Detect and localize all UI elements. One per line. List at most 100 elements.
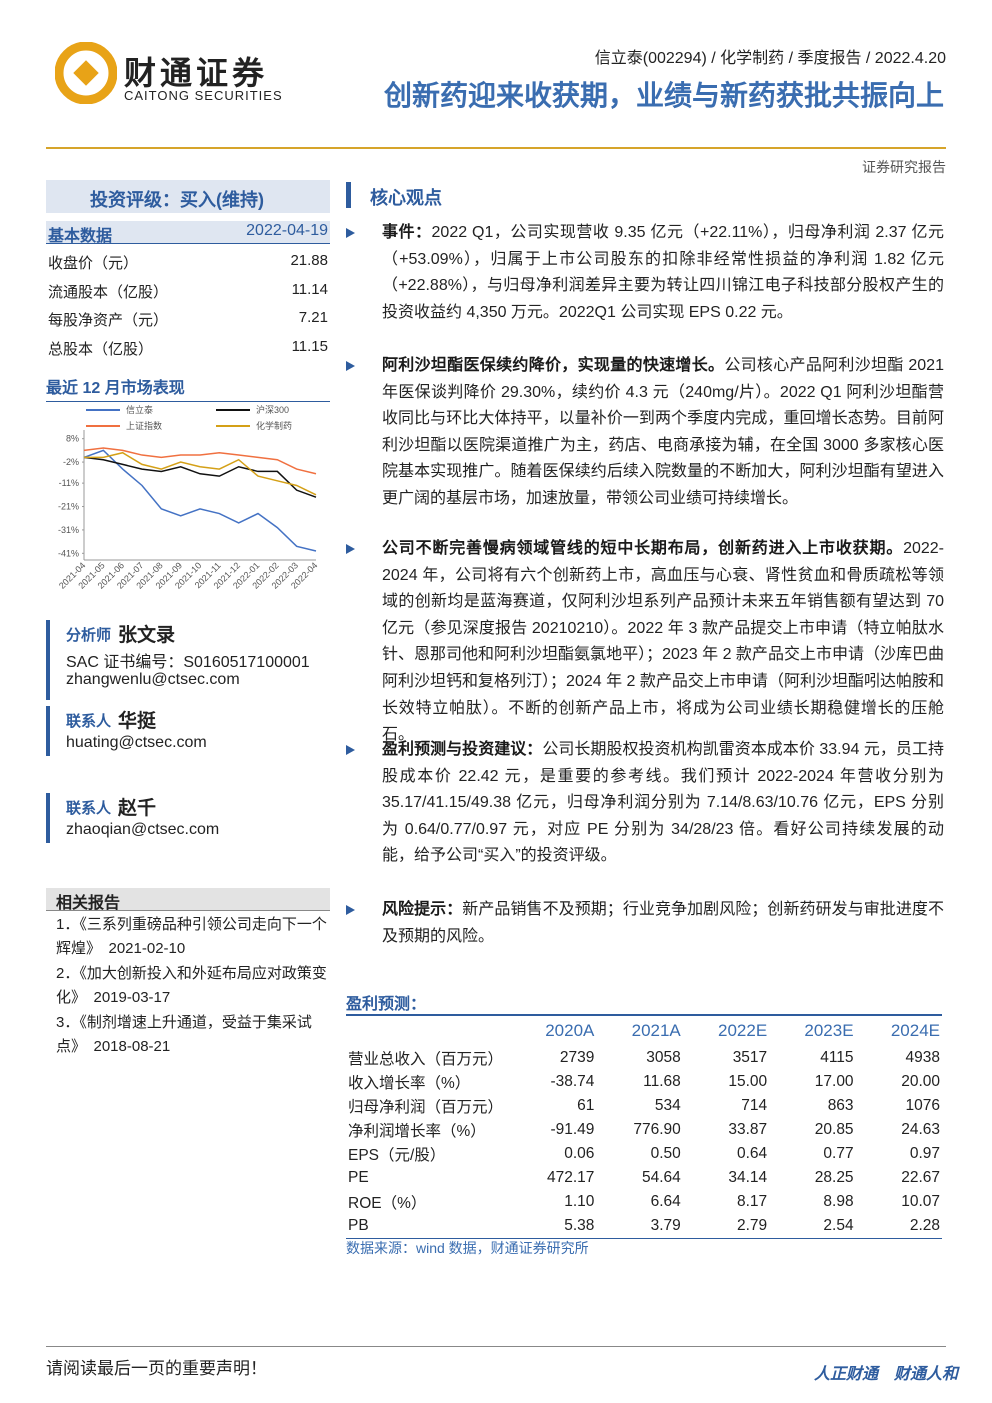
table-header: 2020A 2021A 2022E 2023E 2024E [346, 1015, 942, 1046]
cell: 5.38 [564, 1217, 595, 1234]
contact-bar [46, 793, 50, 843]
header-cell [346, 1015, 510, 1046]
cell: 2.28 [909, 1217, 940, 1234]
cell: 0.97 [909, 1145, 940, 1162]
breadcrumb: 信立泰(002294) / 化学制药 / 季度报告 / 2022.4.20 [594, 50, 946, 67]
basic-label: 每股净资产（元） [48, 312, 169, 329]
y-tick-label: -11% [59, 478, 79, 488]
cell: 1076 [905, 1097, 940, 1114]
cell: 1.10 [564, 1193, 595, 1210]
point-text: 2022-2024 年，公司将有六个创新药上市，高血压与心衰、肾性贫血和骨质疏松… [382, 540, 944, 744]
cell: 534 [654, 1097, 681, 1114]
column-header: 2023E [804, 1021, 854, 1040]
cell: 8.98 [823, 1193, 854, 1210]
cell: 2.79 [737, 1217, 768, 1234]
cell: 28.25 [814, 1169, 854, 1186]
header-rule [46, 147, 946, 149]
table-row: PE 472.17 54.64 34.14 28.25 22.67 [346, 1166, 942, 1190]
cell: 22.67 [901, 1169, 940, 1186]
logo-cn: 财通证券 [124, 55, 269, 91]
cell: 3058 [646, 1049, 681, 1066]
cell: 472.17 [546, 1169, 595, 1186]
cell: 11.68 [643, 1073, 681, 1090]
logo-icon [55, 42, 117, 104]
footer-left: 请阅读最后一页的重要声明！ [46, 1359, 267, 1378]
point: 阿利沙坦酯医保续约降价，实现量的快速增长。公司核心产品阿利沙坦酯 2021 年医… [382, 353, 944, 513]
point-text: 新产品销售不及预期；行业竞争加剧风险；创新药研发与审批进度不及预期的风险。 [382, 901, 944, 945]
point: 公司不断完善慢病领域管线的短中长期布局，创新药进入上市收获期。2022-2024… [382, 536, 944, 749]
table-row: ROE（%） 1.10 6.64 8.17 8.98 10.07 [346, 1190, 942, 1214]
cell: 33.87 [728, 1121, 768, 1138]
row-label: PB [348, 1217, 369, 1234]
cell: -91.49 [550, 1121, 595, 1138]
cell: 4938 [905, 1049, 940, 1066]
point: 事件：2022 Q1，公司实现营收 9.35 亿元（+22.11%），归母净利润… [382, 220, 944, 326]
cell: 17.00 [814, 1073, 854, 1090]
cell: 20.85 [814, 1121, 854, 1138]
y-tick-label: -2% [63, 457, 79, 467]
row-label: 净利润增长率（%） [348, 1123, 486, 1140]
basic-value: 11.15 [291, 337, 328, 355]
y-tick-label: 8% [66, 434, 79, 444]
series-line [84, 451, 317, 496]
basic-row: 收盘价（元） 21.88 [48, 252, 330, 273]
cell: 61 [577, 1097, 595, 1114]
report-title: 创新药迎来收获期，业绩与新药获批共振向上 [383, 80, 944, 111]
cell: 714 [741, 1097, 768, 1114]
cell: 2.54 [823, 1217, 854, 1234]
legend-label: 沪深300 [256, 404, 289, 415]
basic-date: 2022-04-19 [246, 222, 328, 239]
contact-role: 分析师 [66, 627, 112, 644]
market-chart: 8%-2%-11%-21%-31%-41%2021-042021-052021-… [57, 404, 319, 591]
cell: 0.77 [823, 1145, 854, 1162]
basic-label: 流通股本（亿股） [48, 283, 169, 301]
cell: 15.00 [728, 1073, 768, 1090]
point-lead: 阿利沙坦酯医保续约降价，实现量的快速增长。 [382, 357, 725, 374]
legend-label: 信立泰 [126, 404, 153, 415]
row-label: 营业总收入（百万元） [348, 1051, 504, 1068]
column-header: 2020A [545, 1021, 595, 1040]
cell: 776.90 [633, 1121, 681, 1138]
rating-box [46, 180, 330, 213]
cell: 3517 [732, 1049, 768, 1066]
contact-name: 张文录 [118, 625, 176, 646]
contact-line: zhangwenlu@ctsec.com [66, 671, 240, 688]
y-tick-label: -21% [58, 502, 79, 512]
related-title: 相关报告 [56, 895, 121, 912]
basic-value: 11.14 [291, 280, 328, 298]
related-header [46, 888, 330, 911]
rating: 投资评级：买入(维持) [90, 190, 264, 210]
related-item: 3．《制剂增速上升通道，受益于集采试点》 2018-08-21 [56, 1014, 312, 1055]
series-line [83, 447, 317, 475]
bullet-arrow [346, 544, 355, 554]
point-text: 公司长期股权投资机构凯雷资本成本价 33.94 元，员工持股成本价 22.42 … [382, 741, 944, 865]
table-row: 归母净利润（百万元） 61 534 714 863 1076 [346, 1094, 942, 1118]
column-header: 2022E [718, 1021, 768, 1040]
cell: 3.79 [650, 1217, 681, 1234]
forecast-table: 2020A 2021A 2022E 2023E 2024E 营业总收入（百万元） 2739 3… [346, 1014, 942, 1239]
table-row: EPS（元/股） 0.06 0.50 0.64 0.77 0.97 [346, 1142, 942, 1166]
basic-row: 每股净资产（元） 7.21 [48, 309, 330, 330]
contact-bar [46, 706, 50, 756]
point-lead: 事件： [382, 224, 432, 241]
point-text: 公司核心产品阿利沙坦酯 2021 年医保谈判降价 29.30%，续约价 4.3 … [382, 357, 944, 507]
legend-label: 上证指数 [126, 420, 162, 431]
series-line [83, 449, 317, 552]
cell: 4115 [820, 1049, 854, 1066]
contact-line: SAC 证书编号：S0160517100001 [66, 654, 310, 671]
logo-en: CAITONG SECURITIES [124, 88, 283, 103]
y-tick-label: -31% [58, 525, 79, 535]
cell: -38.74 [550, 1073, 595, 1090]
cell: 24.63 [901, 1121, 940, 1138]
column-header: 2024E [890, 1021, 940, 1040]
point-lead: 盈利预测与投资建议： [382, 741, 543, 758]
point: 风险提示：新产品销售不及预期；行业竞争加剧风险；创新药研发与审批进度不及预期的风… [382, 897, 944, 950]
bullet-arrow [346, 228, 355, 238]
contact-bar [46, 620, 50, 700]
cell: 0.50 [650, 1145, 681, 1162]
point-lead: 风险提示： [382, 901, 463, 918]
basic-row: 流通股本（亿股） 11.14 [48, 281, 330, 302]
cell: 20.00 [901, 1073, 940, 1090]
basic-value: 21.88 [290, 252, 328, 269]
